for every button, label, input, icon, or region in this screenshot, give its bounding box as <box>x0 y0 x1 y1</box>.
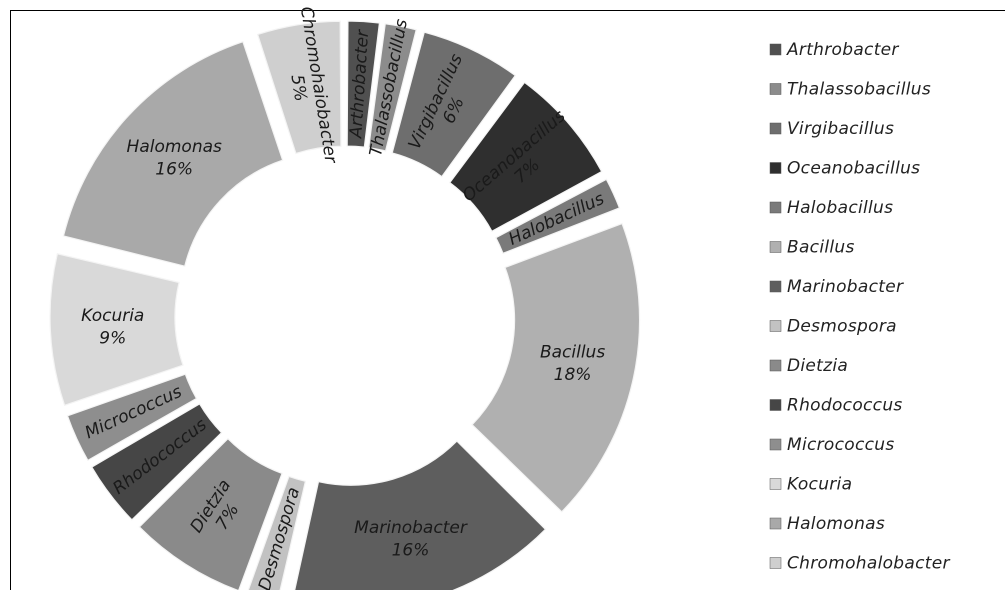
slice-micrococcus <box>66 373 198 462</box>
legend-label: Halobacillus <box>787 198 893 218</box>
legend-item-kocuria: Kocuria <box>769 475 852 495</box>
slice-pct-chromohalobacter: 5% <box>286 73 310 103</box>
legend-item-halobacillus: Halobacillus <box>769 198 893 218</box>
slice-halomonas <box>62 40 284 267</box>
slice-rhodococcus <box>90 403 223 521</box>
legend-item-desmospora: Desmospora <box>769 317 897 337</box>
legend-swatch <box>769 43 782 56</box>
slice-pct-halomonas: 16% <box>155 159 193 179</box>
legend-swatch <box>769 517 782 530</box>
legend-item-thalassobacillus: Thalassobacillus <box>769 80 931 100</box>
slice-label-marinobacter: Marinobacter <box>354 518 468 538</box>
legend-label: Rhodococcus <box>787 396 903 416</box>
legend-label: Oceanobacillus <box>787 159 920 179</box>
slice-chromohalobacter <box>256 20 342 155</box>
slice-marinobacter <box>294 440 547 590</box>
chart-slices <box>49 20 641 590</box>
legend-swatch <box>769 320 782 332</box>
legend-swatch <box>769 122 782 135</box>
slice-label-halomonas: Halomonas <box>127 137 222 157</box>
legend-item-arthrobacter: Arthrobacter <box>769 40 899 60</box>
slice-desmospora <box>247 475 307 590</box>
legend-label: Virgibacillus <box>787 119 894 139</box>
legend-item-halomonas: Halomonas <box>769 514 885 534</box>
legend-swatch <box>769 83 782 95</box>
slice-label-kocuria: Kocuria <box>81 306 144 326</box>
slice-pct-marinobacter: 16% <box>392 540 430 560</box>
legend-item-micrococcus: Micrococcus <box>769 435 895 455</box>
legend-label: Desmospora <box>787 317 897 337</box>
legend-item-marinobacter: Marinobacter <box>769 277 904 297</box>
legend-swatch <box>769 201 782 214</box>
legend-label: Thalassobacillus <box>787 80 931 100</box>
legend-item-chromohalobacter: Chromohalobacter <box>769 554 950 574</box>
legend-label: Arthrobacter <box>786 40 899 60</box>
legend-swatch <box>769 280 782 293</box>
slice-bacillus <box>471 222 641 513</box>
slice-label-bacillus: Bacillus <box>540 342 605 362</box>
legend-swatch <box>769 399 782 411</box>
legend-item-bacillus: Bacillus <box>769 238 855 258</box>
legend-item-oceanobacillus: Oceanobacillus <box>769 159 920 179</box>
legend-label: Kocuria <box>787 475 852 495</box>
legend-swatch <box>769 478 782 490</box>
legend-label: Bacillus <box>787 238 855 258</box>
legend-label: Micrococcus <box>787 435 895 455</box>
legend-label: Dietzia <box>787 356 848 376</box>
legend-swatch <box>769 359 782 372</box>
slice-pct-kocuria: 9% <box>99 328 126 348</box>
legend-item-virgibacillus: Virgibacillus <box>769 119 894 139</box>
slice-oceanobacillus <box>448 81 603 233</box>
legend-item-rhodococcus: Rhodococcus <box>769 396 903 416</box>
legend-label: Marinobacter <box>787 277 904 297</box>
slice-pct-bacillus: 18% <box>554 365 592 385</box>
slice-thalassobacillus <box>368 23 417 152</box>
legend-label: Chromohalobacter <box>787 554 950 574</box>
slice-arthrobacter <box>346 20 381 148</box>
legend-swatch <box>769 162 782 174</box>
slice-dietzia <box>138 437 283 590</box>
chart-frame <box>10 10 1005 590</box>
legend-swatch <box>769 438 782 451</box>
legend-item-dietzia: Dietzia <box>769 356 848 376</box>
chart-legend: Arthrobacter Thalassobacillus Virgibacillu… <box>769 40 950 574</box>
slice-virgibacillus <box>391 31 517 178</box>
slice-halobacillus <box>495 178 621 255</box>
slice-kocuria <box>49 253 184 407</box>
legend-swatch <box>769 241 782 253</box>
legend-swatch <box>769 557 782 569</box>
legend-label: Halomonas <box>787 514 885 534</box>
